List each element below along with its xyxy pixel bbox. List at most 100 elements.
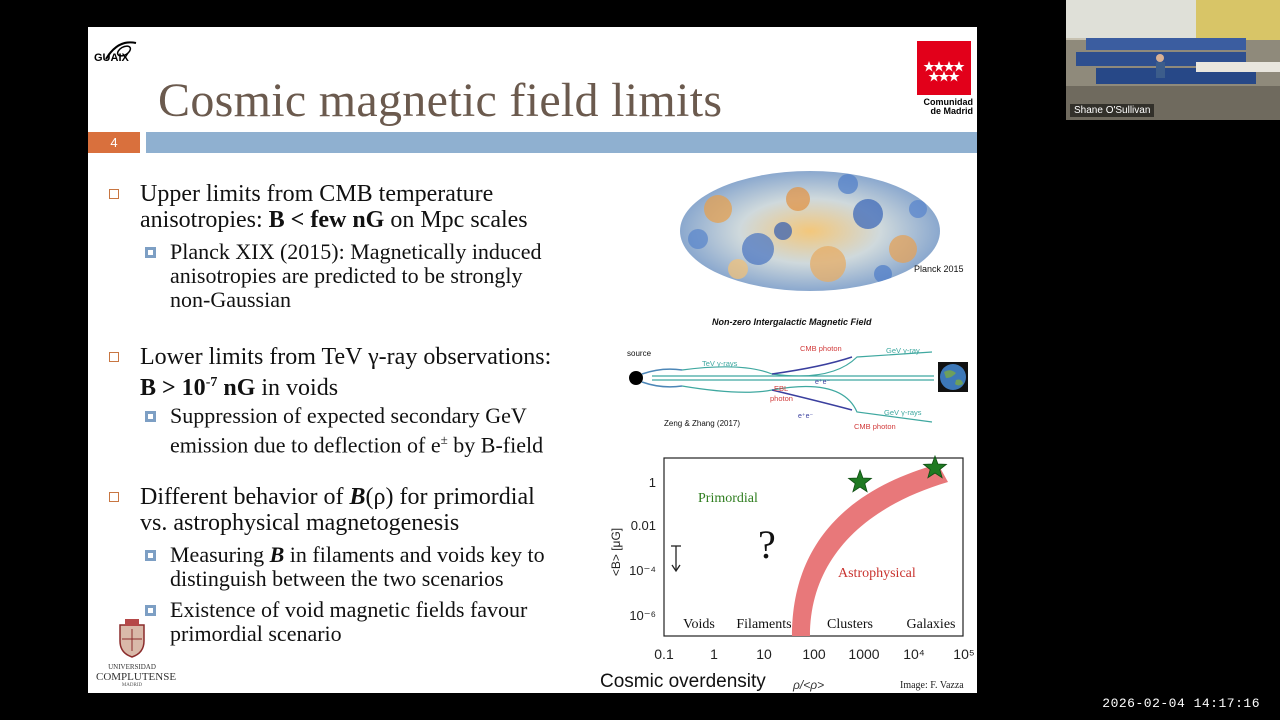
- guaix-logo: GUAIX: [92, 37, 140, 73]
- y-axis-label: <B> [μG]: [609, 528, 623, 576]
- question-mark: ?: [758, 522, 776, 567]
- bullet-cmb-limits: Upper limits from CMB temperature anisot…: [109, 181, 528, 233]
- subbullet-text: Existence of void magnetic fields favour: [170, 597, 528, 622]
- bullet-exponent: -7: [205, 375, 218, 390]
- title-underline-bar: [146, 132, 977, 153]
- bullet-text: Upper limits from CMB temperature: [140, 181, 494, 207]
- participant-video[interactable]: Shane O'Sullivan: [1066, 0, 1280, 120]
- planck-label: Planck 2015: [914, 264, 964, 274]
- bullet-text: Lower limits from TeV γ-ray observations…: [140, 344, 552, 370]
- ucm-crest-icon: [119, 619, 145, 658]
- region-label: Galaxies: [907, 617, 956, 632]
- overdensity-chart: Primordial Astrophysical ? 1 0.01 10⁻⁴ 10⁻⁶…: [598, 452, 977, 693]
- source-icon: [629, 371, 643, 385]
- subbullet-text: by B-field: [447, 432, 544, 458]
- x-axis-label: Cosmic overdensity: [600, 671, 766, 692]
- primordial-label: Primordial: [698, 491, 758, 506]
- x-tick-label: 10⁴: [903, 646, 925, 662]
- igmf-source: source: [627, 349, 652, 358]
- bullet-text: in voids: [255, 375, 339, 401]
- astro-band: [792, 464, 948, 636]
- madrid-logo: Comunidad de Madrid: [915, 41, 973, 121]
- bullet-text: anisotropies:: [140, 207, 269, 233]
- subbullet-text: Planck XIX (2015): Magnetically induced: [170, 239, 542, 264]
- star-marker: [847, 468, 873, 493]
- subbullet-text: in filaments and voids key to: [284, 542, 545, 567]
- ucm-line1: UNIVERSIDAD: [108, 663, 156, 671]
- y-tick-label: 10⁻⁴: [629, 563, 656, 578]
- recording-timestamp: 2026-02-04 14:17:16: [1102, 696, 1260, 711]
- region-label: Filaments: [736, 617, 791, 632]
- subbullet-text: distinguish between the two scenarios: [170, 566, 504, 591]
- subbullet-emphasis: B: [269, 542, 285, 567]
- region-label: Clusters: [827, 617, 873, 632]
- subbullet-text: non-Gaussian: [170, 287, 291, 312]
- x-tick-label: 10: [756, 646, 772, 662]
- square-subbullet-icon: [145, 550, 156, 561]
- igmf-cmb-top: CMB photon: [800, 344, 842, 353]
- participant-video-feed: [1066, 0, 1280, 120]
- subbullet-text: anisotropies are predicted to be strongl…: [170, 263, 523, 288]
- subbullet-measuring: Measuring B in filaments and voids key t…: [145, 542, 545, 591]
- chart-credit: Image: F. Vazza: [900, 680, 964, 691]
- chart-svg: Primordial Astrophysical ? 1 0.01 10⁻⁴ 10⁻⁶…: [600, 454, 975, 692]
- square-bullet-icon: [109, 492, 119, 502]
- subbullet-text: Suppression of expected secondary GeV: [170, 403, 527, 428]
- x-axis-sublabel: ρ/<ρ>: [792, 678, 824, 692]
- igmf-ebl: EBL: [774, 384, 788, 393]
- x-tick-label: 0.1: [654, 646, 674, 662]
- y-tick-label: 0.01: [631, 518, 656, 533]
- igmf-gev-top: GeV γ-ray: [886, 346, 920, 355]
- x-tick-label: 10⁵: [953, 646, 974, 662]
- square-subbullet-icon: [145, 247, 156, 258]
- astrophysical-label: Astrophysical: [838, 566, 916, 581]
- bullet-emphasis: B < few nG: [268, 207, 385, 233]
- madrid-logo-line2: de Madrid: [930, 106, 973, 116]
- slide-title: Cosmic magnetic field limits: [158, 74, 723, 127]
- square-subbullet-icon: [145, 411, 156, 422]
- square-bullet-icon: [109, 352, 119, 362]
- ucm-line2: COMPLUTENSE: [96, 671, 177, 683]
- bullet-gamma-limits: Lower limits from TeV γ-ray observations…: [109, 344, 552, 401]
- bullet-emphasis: nG: [217, 375, 256, 401]
- igmf-tev: TeV γ-rays: [702, 359, 738, 368]
- subbullet-sup: ±: [440, 432, 448, 447]
- igmf-cmb-bot: CMB photon: [854, 422, 896, 431]
- igmf-ee-bot: e⁺e⁻: [798, 413, 813, 420]
- slide: GUAIX Comunidad de Madrid Cosmic magne: [88, 27, 977, 693]
- region-label: Voids: [683, 617, 715, 632]
- madrid-flag-icon: [917, 41, 971, 95]
- igmf-credit: Zeng & Zhang (2017): [664, 419, 740, 428]
- bullet-emphasis: B: [349, 484, 366, 510]
- subbullet-suppression: Suppression of expected secondary GeV em…: [145, 403, 544, 458]
- y-tick-label: 1: [649, 475, 656, 490]
- subbullet-void-fields: Existence of void magnetic fields favour…: [145, 597, 528, 646]
- igmf-ee-top: e⁺e⁻: [815, 379, 830, 386]
- subbullet-text: Measuring: [170, 542, 270, 567]
- square-bullet-icon: [109, 189, 119, 199]
- x-tick-label: 100: [802, 646, 826, 662]
- guaix-text: GUAIX: [94, 52, 130, 64]
- igmf-diagram: Non-zero Intergalactic Magnetic Field so…: [627, 317, 968, 431]
- igmf-gev-bot: GeV γ-rays: [884, 408, 922, 417]
- x-tick-label: 1000: [848, 646, 879, 662]
- earth-icon: [940, 364, 966, 390]
- star-marker: [922, 454, 948, 479]
- void-limit-arrowhead: [671, 564, 681, 573]
- participant-name: Shane O'Sullivan: [1070, 104, 1155, 117]
- bullet-emphasis: B > 10: [140, 375, 206, 401]
- ucm-logo: UNIVERSIDAD COMPLUTENSE MADRID: [96, 617, 177, 689]
- cmb-map-image: [680, 171, 940, 291]
- bullet-behavior: Different behavior of B(ρ) for primordia…: [109, 484, 535, 536]
- bullet-text: on Mpc scales: [384, 207, 528, 233]
- guaix-logo-icon: GUAIX: [94, 41, 137, 64]
- subbullet-text: primordial scenario: [170, 621, 342, 646]
- igmf-photon: photon: [770, 394, 793, 403]
- bullet-text: Different behavior of: [140, 484, 350, 510]
- bullet-text: for primordial: [393, 484, 535, 510]
- ucm-line3: MADRID: [121, 683, 143, 688]
- bullet-text: (ρ): [365, 484, 394, 510]
- square-subbullet-icon: [145, 605, 156, 616]
- madrid-logo-line1: Comunidad: [923, 97, 974, 107]
- subbullet-text: emission due to deflection of e: [170, 432, 441, 458]
